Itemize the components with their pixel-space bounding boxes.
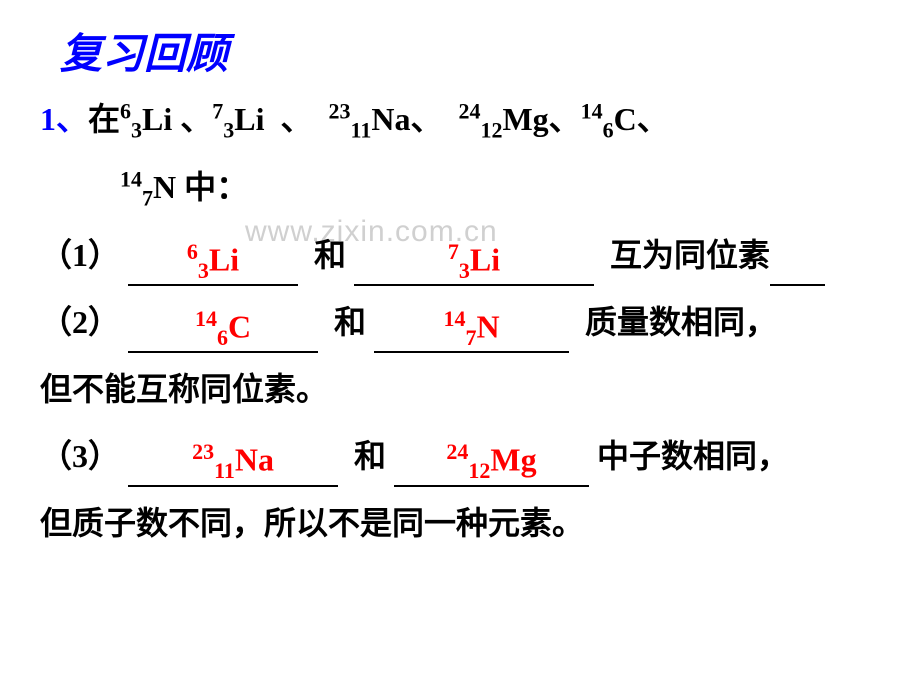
and2: 和 (334, 304, 366, 340)
ans2a-sym: C (228, 308, 251, 344)
sub3-label: （3） (40, 438, 120, 474)
and3: 和 (354, 438, 386, 474)
sub2-line: （2） 146C 和 147N 质量数相同， (40, 292, 880, 353)
sub1-label: （1） (40, 237, 120, 273)
slide-container: 复习回顾 1、在63Li 、73Li 、 2311Na、 2412Mg、146C… (0, 0, 920, 579)
li6-z: 3 (131, 117, 142, 142)
tail-underline-1 (770, 246, 825, 286)
blank-2a: 146C (128, 306, 318, 353)
review-title: 复习回顾 (60, 20, 880, 81)
li7-z: 3 (223, 117, 234, 142)
blank-2b: 147N (374, 306, 569, 353)
sub1-tail: 互为同位素 (610, 237, 770, 273)
ans2a-z: 6 (217, 325, 228, 350)
ans2a-mass: 14 (195, 306, 217, 331)
mg24-z: 12 (480, 117, 502, 142)
n14-z: 7 (142, 186, 153, 211)
mg24-sym: Mg (502, 101, 548, 137)
ans1b-sym: Li (470, 241, 500, 277)
c14-z: 6 (603, 117, 614, 142)
question-line-1: 1、在63Li 、73Li 、 2311Na、 2412Mg、146C、 (40, 89, 880, 151)
blank-1a: 63Li (128, 239, 298, 286)
ans3b-sym: Mg (490, 442, 536, 478)
ans3a-mass: 23 (192, 439, 214, 464)
ans3b-z: 12 (468, 458, 490, 483)
blank-3b: 2412Mg (394, 439, 589, 486)
q1-text-b: 中： (184, 169, 248, 205)
n14-sym: N (153, 169, 176, 205)
ans2b-z: 7 (465, 325, 476, 350)
li6-sym: Li (142, 101, 172, 137)
ans2b-mass: 14 (443, 306, 465, 331)
ans1a-z: 3 (198, 258, 209, 283)
q1-text-a: 在 (88, 101, 120, 137)
na23-sym: Na (371, 101, 410, 137)
q1-label: 1、 (40, 101, 88, 137)
blank-1b: 73Li (354, 239, 594, 286)
na23-mass: 23 (329, 98, 351, 123)
n14-mass: 14 (120, 167, 142, 192)
sep4: 、 (549, 101, 581, 137)
ans1a-sym: Li (209, 241, 239, 277)
sub3-line: （3） 2311Na 和 2412Mg 中子数相同， (40, 426, 880, 487)
sep5: 、 (637, 101, 669, 137)
c14-mass: 14 (581, 98, 603, 123)
li7-mass: 7 (212, 98, 223, 123)
sub2-tail: 质量数相同， (585, 304, 777, 340)
sep3: 、 (410, 101, 442, 137)
sub3-line2: 但质子数不同，所以不是同一种元素。 (40, 493, 880, 554)
ans1a-mass: 6 (187, 239, 198, 264)
and1: 和 (314, 237, 346, 273)
blank-3a: 2311Na (128, 439, 338, 486)
sub1-line: （1） 63Li 和 73Li 互为同位素 (40, 225, 880, 286)
li7-sym: Li (234, 101, 264, 137)
ans1b-z: 3 (459, 258, 470, 283)
ans1b-mass: 7 (448, 239, 459, 264)
ans2b-sym: N (476, 308, 499, 344)
sub2-line2: 但不能互称同位素。 (40, 359, 880, 420)
sep1: 、 (180, 101, 212, 137)
li6-mass: 6 (120, 98, 131, 123)
na23-z: 11 (351, 117, 372, 142)
mg24-mass: 24 (458, 98, 480, 123)
question-line-2: 147N 中： (120, 157, 880, 219)
ans3a-z: 11 (214, 458, 235, 483)
c14-sym: C (614, 101, 637, 137)
sub3-tail: 中子数相同， (597, 438, 789, 474)
ans3a-sym: Na (235, 442, 274, 478)
ans3b-mass: 24 (446, 439, 468, 464)
sep2: 、 (281, 101, 313, 137)
sub2-label: （2） (40, 304, 120, 340)
